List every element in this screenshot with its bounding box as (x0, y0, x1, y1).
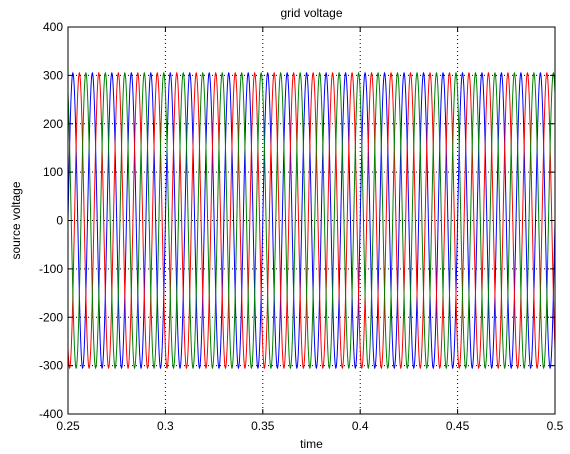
series-line-2 (68, 71, 555, 370)
x-tick-label: 0.25 (56, 419, 80, 433)
y-tick-label: 100 (43, 165, 63, 179)
y-tick-label: 0 (56, 214, 63, 228)
x-axis-label: time (300, 437, 323, 451)
y-tick-label: 400 (43, 20, 63, 34)
y-tick-label: -300 (39, 359, 63, 373)
x-tick-label: 0.5 (547, 419, 564, 433)
series-group (68, 71, 555, 370)
x-tick-label: 0.35 (251, 419, 275, 433)
chart-title: grid voltage (280, 6, 342, 20)
y-axis-label: source voltage (9, 181, 23, 259)
y-tick-label: -100 (39, 262, 63, 276)
x-tick-label: 0.3 (157, 419, 174, 433)
y-tick-label: -400 (39, 407, 63, 421)
tick-labels: 0.25 0.3 0.35 0.4 0.45 0.5 400 300 200 100 0 -100 -2… (39, 20, 564, 433)
series-line-3 (68, 71, 555, 370)
y-tick-label: 300 (43, 68, 63, 82)
y-tick-label: 200 (43, 117, 63, 131)
series-line-1 (68, 71, 555, 370)
axis-ticks (67, 26, 556, 415)
x-tick-label: 0.45 (446, 419, 470, 433)
x-tick-label: 0.4 (352, 419, 369, 433)
y-tick-label: -200 (39, 310, 63, 324)
